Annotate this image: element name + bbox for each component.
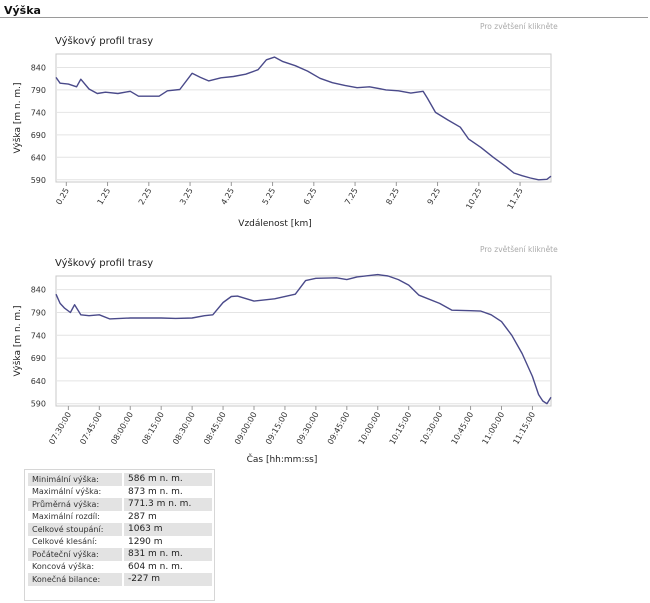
x-tick-label: 11:00:00 xyxy=(480,411,506,447)
x-tick-label: 08:15:00 xyxy=(140,411,166,447)
stats-value: 287 m xyxy=(124,510,212,523)
zoom-hint-time-chart[interactable]: Pro zvětšení klikněte xyxy=(480,245,558,254)
y-tick-label: 590 xyxy=(31,400,46,409)
x-tick-label: 2.25 xyxy=(137,187,154,207)
stats-row: Průměrná výška: 771.3 m n. m. xyxy=(28,498,212,511)
zoom-hint-distance-chart[interactable]: Pro zvětšení klikněte xyxy=(480,22,558,31)
x-tick-label: 8.25 xyxy=(384,187,401,207)
stats-frame xyxy=(24,469,215,601)
stats-label: Průměrná výška: xyxy=(28,498,124,511)
x-tick-label: 07:45:00 xyxy=(78,411,104,447)
x-tick-label: 07:30:00 xyxy=(47,411,73,447)
stats-row: Maximální výška: 873 m n. m. xyxy=(28,485,212,498)
stats-label: Maximální výška: xyxy=(28,485,124,498)
x-tick-label: 08:30:00 xyxy=(171,411,197,447)
y-tick-label: 790 xyxy=(31,86,46,95)
x-tick-label: 09:00:00 xyxy=(233,411,259,447)
x-tick-label: 09:45:00 xyxy=(326,411,352,447)
plot-area xyxy=(55,53,552,183)
y-tick-label: 840 xyxy=(31,286,46,295)
stats-row: Konečná bilance: -227 m xyxy=(28,573,212,586)
stats-label: Celkové klesání: xyxy=(28,535,124,548)
distance-elevation-chart[interactable]: 590 640 690 740 790 840 0.25 1.25 2.25 3.25 4.25 5.… xyxy=(0,0,650,240)
y-tick-label: 640 xyxy=(31,377,46,386)
section-title: Výška xyxy=(4,4,41,17)
stats-row: Celkové stoupání: 1063 m xyxy=(28,523,212,536)
stats-label: Celkové stoupání: xyxy=(28,523,124,536)
stats-row: Maximální rozdíl: 287 m xyxy=(28,510,212,523)
x-tick-label: 10:30:00 xyxy=(419,411,445,447)
x-tick-label: 11:15:00 xyxy=(511,411,537,447)
x-tick-label: 6.25 xyxy=(302,187,319,207)
stats-row: Koncová výška: 604 m n. m. xyxy=(28,560,212,573)
stats-value: 604 m n. m. xyxy=(124,560,212,573)
stats-label: Minimální výška: xyxy=(28,473,124,486)
elevation-series-line xyxy=(55,56,552,181)
stats-value: 1063 m xyxy=(124,523,212,536)
stats-row: Počáteční výška: 831 m n. m. xyxy=(28,548,212,561)
x-tick-label: 10:15:00 xyxy=(388,411,414,447)
chart-title: Výškový profil trasy xyxy=(55,257,153,269)
chart-title: Výškový profil trasy xyxy=(55,35,153,47)
x-axis-label: Čas [hh:mm:ss] xyxy=(247,453,318,465)
y-tick-label: 740 xyxy=(31,108,46,117)
x-tick-label: 10:45:00 xyxy=(450,411,476,447)
time-elevation-chart[interactable]: 590 640 690 740 790 840 07:30:00 07:45:00 08:00:… xyxy=(0,240,650,470)
stats-label: Koncová výška: xyxy=(28,560,124,573)
x-tick-label: 3.25 xyxy=(178,187,195,207)
x-tick-label: 08:00:00 xyxy=(109,411,135,447)
x-tick-label: 7.25 xyxy=(343,187,360,207)
y-axis-label: Výška [m n. m.] xyxy=(12,305,23,376)
x-tick-label: 08:45:00 xyxy=(202,411,228,447)
stats-row: Minimální výška: 586 m n. m. xyxy=(28,473,212,486)
y-tick-label: 640 xyxy=(31,153,46,162)
x-tick-label: 0.25 xyxy=(54,187,71,207)
x-tick-label: 9.25 xyxy=(426,187,443,207)
y-tick-label: 690 xyxy=(31,354,46,363)
stats-value: 771.3 m n. m. xyxy=(124,498,212,511)
stats-value: -227 m xyxy=(124,573,212,586)
x-tick-label: 10:00:00 xyxy=(357,411,383,447)
y-tick-label: 590 xyxy=(31,176,46,185)
x-tick-label: 1.25 xyxy=(96,187,113,207)
x-tick-label: 5.25 xyxy=(261,187,278,207)
stats-value: 586 m n. m. xyxy=(124,473,212,486)
plot-area xyxy=(55,275,552,407)
header-divider xyxy=(0,17,648,18)
stats-label: Maximální rozdíl: xyxy=(28,510,124,523)
x-tick-label: 11.25 xyxy=(506,187,525,211)
stats-row: Celkové klesání: 1290 m xyxy=(28,535,212,548)
x-tick-label: 09:15:00 xyxy=(264,411,290,447)
elevation-series-line xyxy=(55,273,552,405)
x-axis-label: Vzdálenost [km] xyxy=(238,219,311,229)
y-tick-label: 790 xyxy=(31,308,46,317)
stats-label: Konečná bilance: xyxy=(28,573,124,586)
x-tick-label: 4.25 xyxy=(219,187,236,207)
stats-label: Počáteční výška: xyxy=(28,548,124,561)
x-tick-label: 09:30:00 xyxy=(295,411,321,447)
stats-value: 1290 m xyxy=(124,535,212,548)
elevation-stats-table: Minimální výška: 586 m n. m. Maximální výš… xyxy=(28,473,212,586)
x-tick-label: 10.25 xyxy=(464,187,483,211)
y-tick-label: 740 xyxy=(31,331,46,340)
y-tick-label: 840 xyxy=(31,63,46,72)
stats-value: 831 m n. m. xyxy=(124,548,212,561)
stats-value: 873 m n. m. xyxy=(124,485,212,498)
y-tick-label: 690 xyxy=(31,131,46,140)
section-header: Výška xyxy=(0,0,650,20)
y-axis-label: Výška [m n. m.] xyxy=(12,82,23,153)
